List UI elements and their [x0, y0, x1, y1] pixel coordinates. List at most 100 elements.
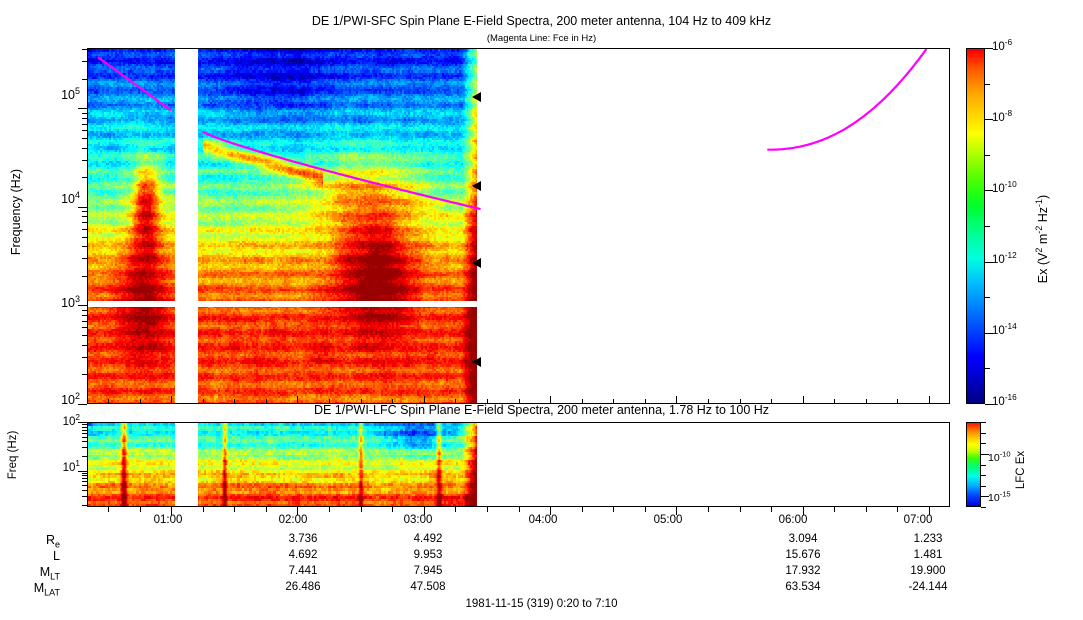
lfc-ytick-label: 102	[36, 414, 80, 428]
tick-mark	[82, 246, 87, 248]
fce-overlay-line	[97, 49, 928, 211]
tick-mark	[78, 207, 87, 209]
lfc-ytick-mantissa: 10	[62, 462, 76, 474]
tick-mark	[82, 475, 87, 477]
tick-mark	[676, 507, 678, 515]
cb-label-sup: 2	[1033, 247, 1044, 253]
tick-mark	[82, 485, 87, 487]
tick-mark	[981, 496, 989, 498]
tick-mark	[234, 507, 236, 512]
tick-mark	[803, 507, 805, 515]
tick-mark	[82, 424, 87, 426]
tick-mark	[329, 399, 331, 404]
tick-mark	[82, 216, 87, 218]
tick-mark	[82, 79, 87, 81]
tick-mark	[82, 138, 87, 140]
tick-mark	[82, 118, 87, 120]
ephemeris-label-base: M	[39, 565, 51, 579]
tick-mark	[82, 237, 87, 239]
xtick-label-0500: 05:00	[653, 514, 683, 526]
tick-mark	[487, 399, 489, 404]
tick-mark	[82, 258, 87, 260]
ephemeris-value: 4.692	[288, 549, 318, 561]
cb-label-part: m	[1036, 233, 1050, 248]
tick-mark	[203, 507, 205, 512]
cb-label-part: Ex (V	[1036, 252, 1050, 284]
cb-mantissa: 10	[988, 492, 1000, 504]
main-ytick-exponent: 3	[74, 293, 80, 304]
main-panel-subtitle: (Magenta Line: Fce in Hz)	[486, 33, 597, 44]
ephemeris-value: 19.900	[910, 565, 946, 577]
tick-mark	[78, 471, 87, 473]
tick-mark	[82, 335, 87, 337]
main-ytick-mantissa: 10	[61, 393, 75, 407]
main-yaxis-label: Frequency (Hz)	[9, 168, 23, 256]
ephemeris-value: 3.094	[788, 533, 818, 545]
ephemeris-value: 15.676	[785, 549, 821, 561]
main-ytick-mantissa: 10	[61, 88, 75, 102]
tick-mark	[82, 430, 87, 432]
ephemeris-label-base: L	[53, 549, 60, 563]
cb-exponent: -12	[1004, 251, 1017, 261]
tick-mark	[82, 229, 87, 231]
main-ytick-exponent: 4	[74, 189, 80, 200]
tick-mark	[550, 507, 552, 515]
tick-mark	[140, 507, 142, 512]
xtick-label-0400: 04:00	[528, 514, 558, 526]
tick-mark	[981, 443, 986, 445]
cb-label-sup: -1	[1033, 198, 1044, 207]
tick-mark	[519, 507, 521, 512]
xtick-label-0700: 07:00	[903, 514, 933, 526]
main-colorbar-tick-label: 10-10	[992, 181, 1017, 195]
tick-mark	[329, 507, 331, 512]
cb-label-sup: -2	[1033, 225, 1044, 234]
tick-mark	[82, 61, 87, 63]
tick-mark	[676, 396, 678, 404]
tick-mark	[82, 124, 87, 126]
ephemeris-row-label: Re	[0, 533, 60, 549]
tick-mark	[82, 433, 87, 435]
tick-mark	[424, 396, 426, 404]
tick-mark	[519, 399, 521, 404]
main-ytick-mantissa: 10	[61, 192, 75, 206]
tick-mark	[82, 315, 87, 317]
tick-mark	[487, 507, 489, 512]
tick-mark	[985, 155, 990, 157]
tick-mark	[82, 130, 87, 132]
ephemeris-value: 26.486	[285, 581, 321, 593]
tick-mark	[985, 297, 990, 299]
tick-mark	[82, 478, 87, 480]
tick-mark	[985, 190, 993, 192]
ephemeris-value: 3.736	[288, 533, 318, 545]
ephemeris-label-base: M	[33, 581, 45, 595]
tick-mark	[866, 507, 868, 512]
lfc-spectrogram-panel[interactable]	[87, 422, 950, 507]
tick-mark	[981, 422, 986, 424]
tick-mark	[424, 507, 426, 515]
main-colorbar[interactable]	[966, 48, 985, 404]
lfc-colorbar[interactable]	[966, 422, 981, 507]
tick-mark	[203, 399, 205, 404]
tick-mark	[82, 49, 87, 51]
edge-marker-triangle	[472, 258, 481, 268]
ephemeris-value: 7.945	[413, 565, 443, 577]
main-colorbar-tick-label: 10-14	[992, 323, 1017, 337]
tick-mark	[82, 374, 87, 376]
tick-mark	[897, 399, 899, 404]
main-spectrogram-panel[interactable]	[87, 48, 950, 404]
tick-mark	[981, 486, 986, 488]
tick-mark	[234, 399, 236, 404]
tick-mark	[82, 456, 87, 458]
tick-mark	[981, 465, 986, 467]
tick-mark	[771, 399, 773, 404]
tick-mark	[108, 399, 110, 404]
lfc-ytick-label: 101	[36, 460, 80, 474]
tick-mark	[392, 507, 394, 512]
cb-mantissa: 10	[992, 325, 1005, 337]
tick-mark	[82, 357, 87, 359]
tick-mark	[708, 507, 710, 512]
main-ytick-label: 105	[34, 86, 80, 102]
lfc-yaxis-label: Freq (Hz)	[7, 430, 19, 480]
cb-mantissa: 10	[992, 112, 1005, 124]
tick-mark	[985, 404, 993, 406]
